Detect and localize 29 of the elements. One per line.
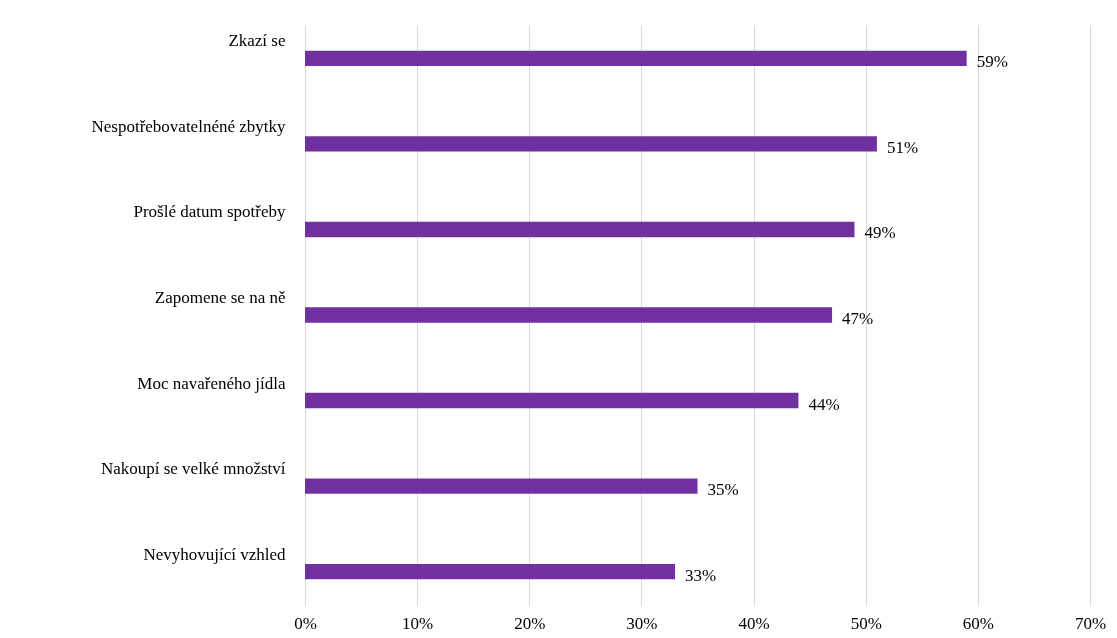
data-label: 35% (707, 480, 739, 500)
y-tick-label: Prošlé datum spotřeby (133, 202, 286, 222)
y-tick-label: Moc navařeného jídla (137, 373, 286, 393)
data-label: 47% (842, 309, 874, 328)
data-label: 44% (808, 394, 840, 414)
bar (305, 307, 833, 323)
y-tick-label: Nakoupí se velké množství (100, 459, 286, 479)
bar (305, 50, 967, 67)
x-tick-label: 10% (402, 613, 434, 633)
x-tick-label: 70% (1074, 613, 1107, 633)
bar (305, 478, 698, 494)
x-tick-label: 30% (626, 613, 658, 633)
y-tick-label: Nespotřebovatelnéné zbytky (91, 116, 286, 136)
y-tick-label: Nevyhovující vzhled (143, 544, 286, 564)
x-tick-label: 40% (738, 613, 770, 633)
x-tick-label: 20% (514, 613, 546, 633)
x-tick-label: 60% (962, 613, 994, 633)
data-label: 59% (976, 52, 1008, 72)
data-label: 49% (864, 223, 896, 243)
data-label: 33% (685, 565, 717, 585)
bar (305, 136, 877, 152)
bar (305, 563, 676, 580)
y-tick-label: Zapomene se na ně (154, 288, 286, 307)
bar (305, 221, 855, 238)
bar (305, 392, 799, 409)
x-tick-label: 50% (850, 613, 882, 633)
y-tick-label: Zkazí se (228, 31, 286, 51)
x-tick-label: 0% (294, 613, 317, 633)
data-label: 51% (886, 137, 919, 157)
